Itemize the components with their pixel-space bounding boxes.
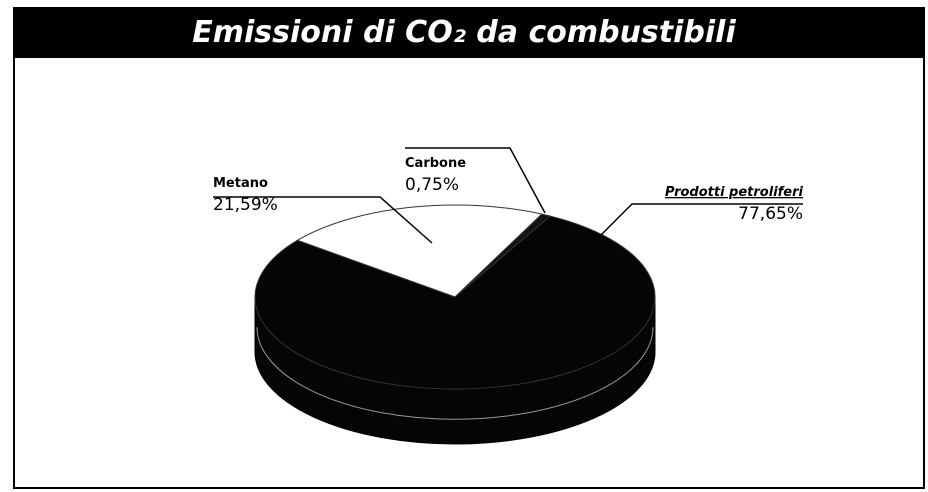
leader-line <box>213 196 433 244</box>
slice-label: Metano <box>213 176 268 191</box>
pie <box>254 204 656 445</box>
side-rim <box>256 327 654 420</box>
value-label: 0,75% <box>405 175 459 195</box>
pie-slice <box>296 204 543 298</box>
value-label: 21,59% <box>213 195 278 215</box>
pie-slice <box>254 215 656 390</box>
title-bar <box>14 8 924 58</box>
value-label: 77,65% <box>738 204 803 224</box>
slice-label: Prodotti petroliferi <box>665 185 804 200</box>
slice-label: Carbone <box>405 156 466 171</box>
chart-title: Emissioni di CO₂ da combustibili <box>192 15 736 50</box>
leader-line <box>599 203 803 237</box>
leader-line <box>405 147 546 214</box>
labels: Metano 21,59% Carbone 0,75% Prodotti petroli… <box>213 147 804 244</box>
